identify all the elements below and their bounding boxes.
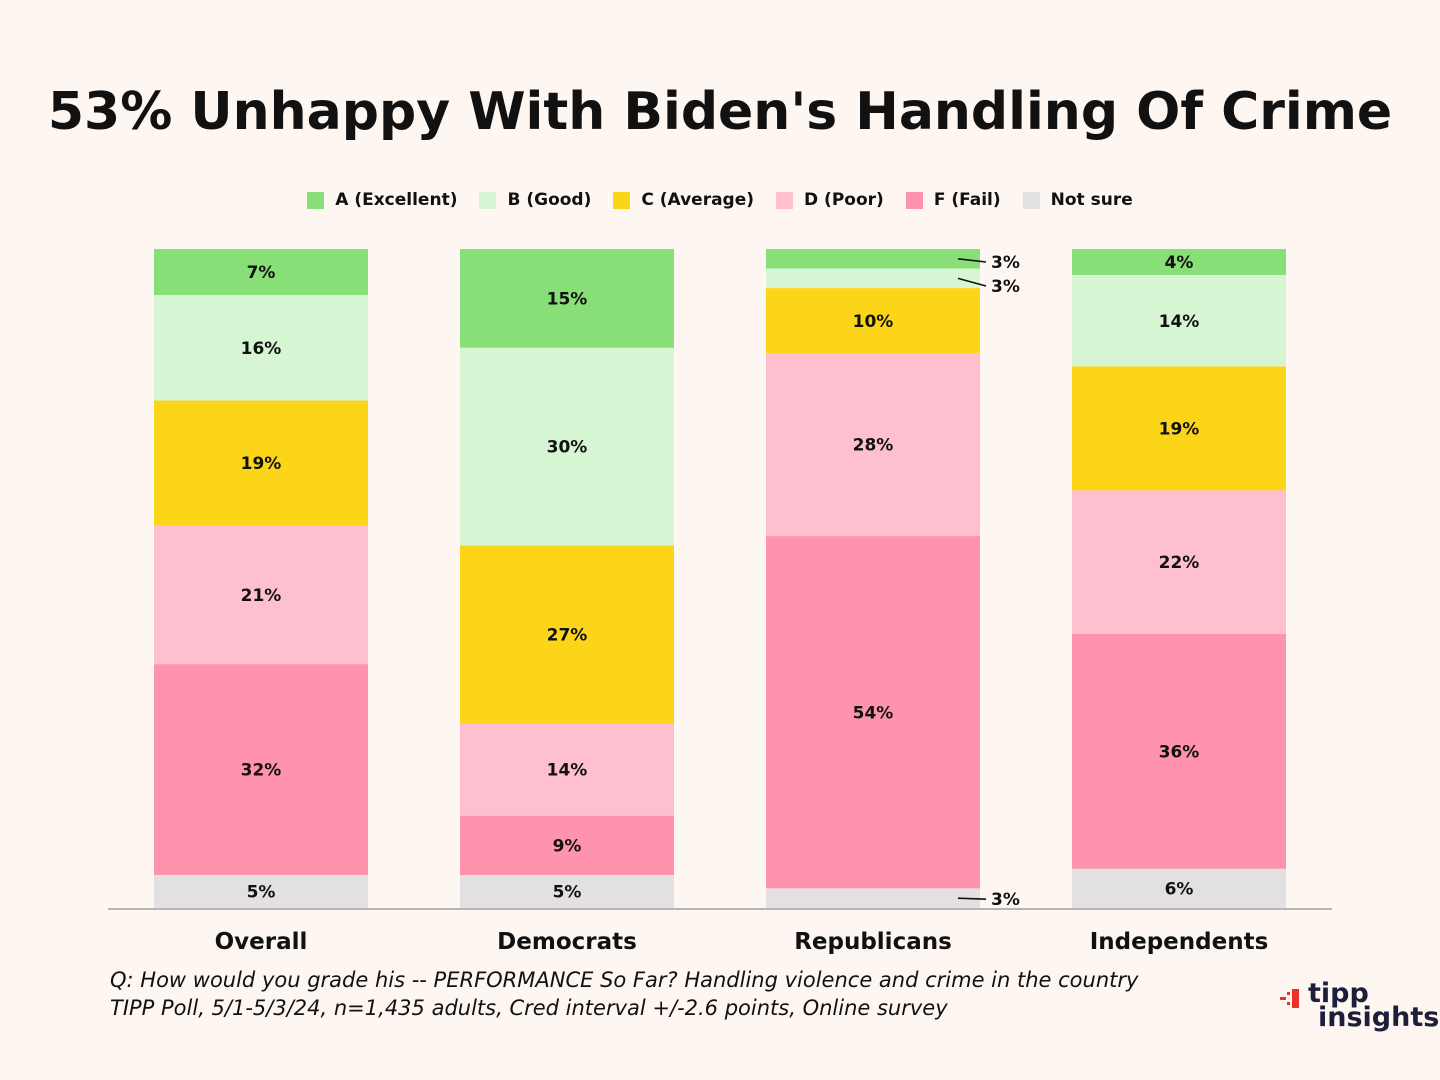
data-label-independents-c-average: 19% [1159,419,1200,439]
bar-democrats-a-excellent [460,249,674,348]
bar-independents-f-fail [1072,633,1286,869]
data-label-republicans-d-poor: 28% [853,436,894,456]
data-label-independents-d-poor: 22% [1159,553,1200,573]
bar-republicans-d-poor [766,353,980,537]
data-label-democrats-not-sure: 5% [553,883,582,903]
legend-item-a-excellent: A (Excellent) [307,190,457,210]
bar-republicans-f-fail [766,536,980,889]
data-label-overall-f-fail: 32% [241,761,282,781]
bar-independents-not-sure [1072,868,1286,908]
data-label-independents-b-good: 14% [1159,312,1200,332]
bar-republicans-c-average [766,288,980,354]
footnote-question: Q: How would you grade his -- PERFORMANC… [110,968,1139,992]
data-label-independents-not-sure: 6% [1165,879,1194,899]
data-label-overall-b-good: 16% [241,339,282,359]
bar-democrats-d-poor [460,723,674,816]
bar-independents-a-excellent [1072,249,1286,276]
legend-swatch-b-good [479,191,497,209]
bar-independents-c-average [1072,366,1286,491]
bar-overall-a-excellent [154,249,368,296]
data-label-independents-a-excellent: 4% [1165,253,1194,273]
data-label-overall-a-excellent: 7% [247,263,276,283]
bar-independents-b-good [1072,275,1286,367]
data-label-democrats-f-fail: 9% [553,836,582,856]
legend-label-not-sure: Not sure [1050,190,1133,210]
leader-line-republicans-a-excellent [957,257,987,263]
footnote-source: TIPP Poll, 5/1-5/3/24, n=1,435 adults, C… [110,996,948,1020]
bar-independents-d-poor [1072,490,1286,634]
logo-text-top: tipp [1308,978,1369,1009]
bar-overall-not-sure [154,875,368,908]
data-label-republicans-not-sure: 3% [991,890,1020,910]
bar-republicans-not-sure [766,888,980,908]
data-label-democrats-a-excellent: 15% [547,289,588,309]
data-label-republicans-c-average: 10% [853,312,894,332]
data-label-republicans-a-excellent: 3% [991,253,1020,273]
leader-line-republicans-not-sure [957,897,987,901]
data-label-independents-f-fail: 36% [1159,742,1200,762]
legend-swatch-not-sure [1022,191,1040,209]
data-label-democrats-d-poor: 14% [547,761,588,781]
bar-democrats-f-fail [460,815,674,876]
data-label-democrats-c-average: 27% [547,626,588,646]
bar-republicans-a-excellent [766,249,980,269]
legend-label-b-good: B (Good) [507,190,592,210]
legend-item-d-poor: D (Poor) [776,190,884,210]
bar-overall-f-fail [154,664,368,876]
tipp-insights-logo: tipp insights [1280,979,1439,1039]
bar-overall-c-average [154,400,368,526]
legend-swatch-d-poor [776,191,794,209]
bar-democrats-c-average [460,545,674,724]
bar-republicans-b-good [766,268,980,289]
legend-label-d-poor: D (Poor) [804,190,884,210]
data-label-overall-d-poor: 21% [241,586,282,606]
bar-overall-b-good [154,295,368,401]
leader-line-republicans-b-good [957,277,987,287]
bar-democrats-b-good [460,347,674,546]
category-label-republicans: Republicans [794,929,952,955]
legend-item-f-fail: F (Fail) [905,190,1001,210]
legend-label-f-fail: F (Fail) [933,190,1001,210]
bar-overall-d-poor [154,525,368,665]
legend-label-c-average: C (Average) [641,190,755,210]
logo-text-bottom: insights [1318,1002,1440,1033]
bar-democrats-not-sure [460,875,674,908]
legend-swatch-f-fail [905,191,923,209]
legend-swatch-a-excellent [307,191,325,209]
category-label-independents: Independents [1090,929,1269,955]
data-label-overall-c-average: 19% [241,454,282,474]
chart-title: 53% Unhappy With Biden's Handling Of Cri… [47,82,1393,142]
category-label-overall: Overall [215,929,308,955]
legend-swatch-c-average [613,191,631,209]
stacked-bar-chart: 7% 16% 19% 21% 32% 5% Overall 15% 30% 27% 14% 9% 5% D… [108,249,1332,955]
category-label-democrats: Democrats [497,929,637,955]
legend-item-c-average: C (Average) [613,190,754,210]
legend: A (Excellent) B (Good) C (Average) D (Poor)… [0,190,1440,210]
logo-mark-icon [1280,989,1299,1008]
legend-item-not-sure: Not sure [1022,190,1133,210]
data-label-democrats-b-good: 30% [547,438,588,458]
legend-item-b-good: B (Good) [479,190,591,210]
legend-label-a-excellent: A (Excellent) [335,190,458,210]
data-label-overall-not-sure: 5% [247,883,276,903]
data-label-republicans-f-fail: 54% [853,703,894,723]
data-label-republicans-b-good: 3% [991,277,1020,297]
